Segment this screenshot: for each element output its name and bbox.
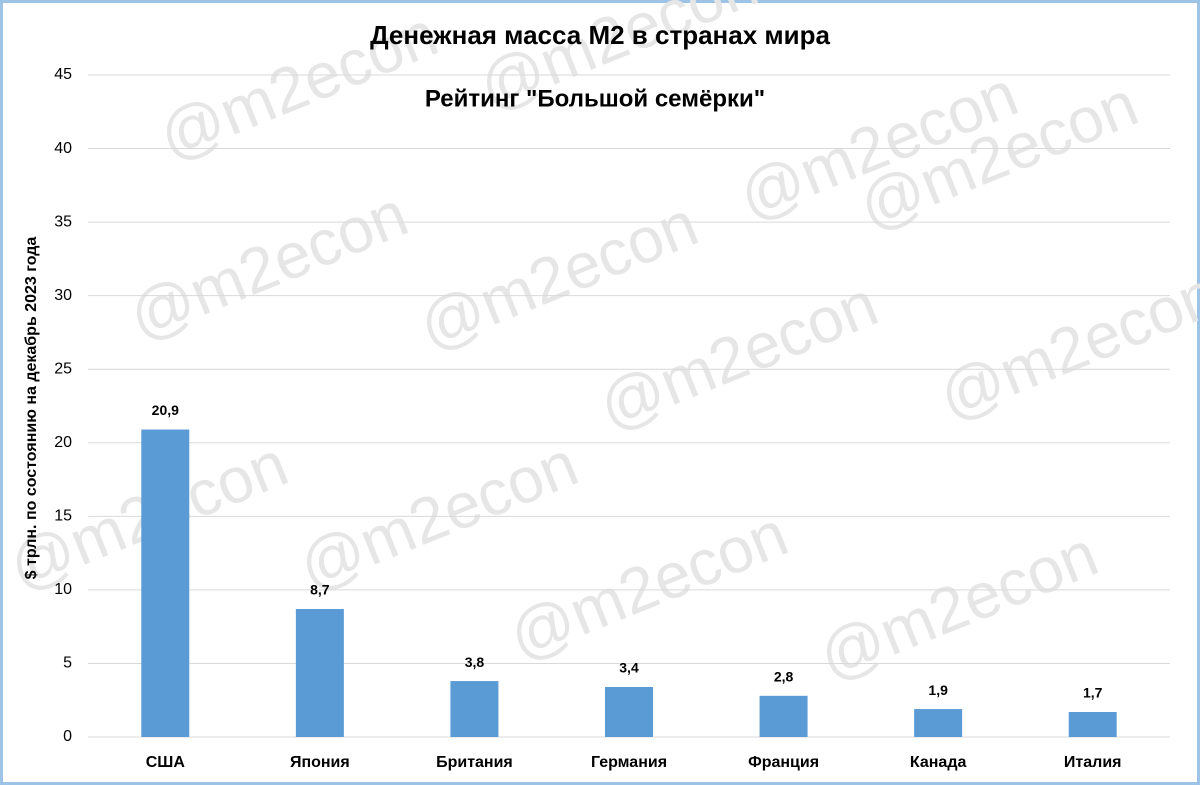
x-tick-label: Канада xyxy=(910,754,967,771)
bar xyxy=(759,695,808,737)
x-tick-label: Япония xyxy=(290,754,350,771)
y-tick-label: 25 xyxy=(54,360,72,377)
value-label: 8,7 xyxy=(310,582,330,598)
chart-subtitle: Рейтинг "Большой семёрки" xyxy=(425,85,765,112)
y-tick-label: 20 xyxy=(54,434,72,451)
x-tick-label: Германия xyxy=(591,754,667,771)
y-tick-label: 10 xyxy=(54,581,72,598)
value-label: 1,9 xyxy=(928,682,948,698)
bar xyxy=(605,686,653,737)
y-tick-label: 15 xyxy=(54,508,72,525)
value-label: 20,9 xyxy=(152,402,179,418)
x-tick-label: США xyxy=(146,754,186,771)
x-tick-label: Франция xyxy=(748,754,819,771)
chart-title: Денежная масса М2 в странах мира xyxy=(370,20,830,50)
y-tick-label: 30 xyxy=(54,287,72,304)
value-label: 3,4 xyxy=(619,660,639,676)
y-axis-label: $ трлн. по состоянию на декабрь 2023 год… xyxy=(23,237,40,580)
bar xyxy=(295,609,344,737)
bar xyxy=(914,709,963,737)
bar xyxy=(450,681,499,737)
y-tick-label: 40 xyxy=(54,140,72,157)
value-label: 2,8 xyxy=(774,669,794,685)
y-tick-label: 35 xyxy=(54,213,72,230)
x-tick-label: Италия xyxy=(1064,754,1122,771)
bar xyxy=(1068,711,1117,737)
value-label: 3,8 xyxy=(465,654,485,670)
bar xyxy=(141,429,190,737)
y-tick-label: 0 xyxy=(63,728,72,745)
value-label: 1,7 xyxy=(1083,685,1103,701)
y-tick-label: 5 xyxy=(63,655,72,672)
y-tick-label: 45 xyxy=(54,66,72,83)
x-tick-label: Британия xyxy=(436,754,513,771)
